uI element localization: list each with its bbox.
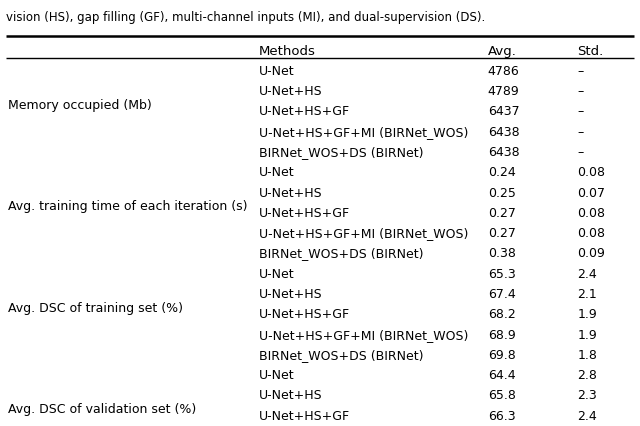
Text: U-Net+HS: U-Net+HS <box>259 186 323 199</box>
Text: U-Net: U-Net <box>259 65 295 78</box>
Text: BIRNet_WOS+DS (BIRNet): BIRNet_WOS+DS (BIRNet) <box>259 247 424 260</box>
Text: Avg. DSC of training set (%): Avg. DSC of training set (%) <box>8 301 182 314</box>
Text: 4786: 4786 <box>488 65 520 78</box>
Text: –: – <box>577 105 584 118</box>
Text: 1.9: 1.9 <box>577 328 597 341</box>
Text: 0.07: 0.07 <box>577 186 605 199</box>
Text: BIRNet_WOS+DS (BIRNet): BIRNet_WOS+DS (BIRNet) <box>259 146 424 158</box>
Text: U-Net+HS+GF: U-Net+HS+GF <box>259 105 350 118</box>
Text: BIRNet_WOS+DS (BIRNet): BIRNet_WOS+DS (BIRNet) <box>259 348 424 361</box>
Text: 0.38: 0.38 <box>488 247 516 260</box>
Text: U-Net+HS+GF+MI (BIRNet_WOS): U-Net+HS+GF+MI (BIRNet_WOS) <box>259 125 468 138</box>
Text: 0.08: 0.08 <box>577 166 605 179</box>
Text: U-Net: U-Net <box>259 267 295 280</box>
Text: vision (HS), gap filling (GF), multi-channel inputs (MI), and dual-supervision (: vision (HS), gap filling (GF), multi-cha… <box>6 11 486 23</box>
Text: 2.8: 2.8 <box>577 368 597 381</box>
Text: 69.8: 69.8 <box>488 348 515 361</box>
Text: 6438: 6438 <box>488 125 519 138</box>
Text: 67.4: 67.4 <box>488 287 515 300</box>
Text: 2.4: 2.4 <box>577 409 597 422</box>
Text: Avg. training time of each iteration (s): Avg. training time of each iteration (s) <box>8 200 247 213</box>
Text: Methods: Methods <box>259 45 316 58</box>
Text: U-Net+HS+GF+MI (BIRNet_WOS): U-Net+HS+GF+MI (BIRNet_WOS) <box>259 328 468 341</box>
Text: U-Net+HS+GF: U-Net+HS+GF <box>259 308 350 320</box>
Text: 64.4: 64.4 <box>488 368 515 381</box>
Text: 0.25: 0.25 <box>488 186 516 199</box>
Text: U-Net+HS+GF: U-Net+HS+GF <box>259 409 350 422</box>
Text: –: – <box>577 85 584 98</box>
Text: U-Net: U-Net <box>259 166 295 179</box>
Text: 2.4: 2.4 <box>577 267 597 280</box>
Text: 68.9: 68.9 <box>488 328 515 341</box>
Text: –: – <box>577 146 584 158</box>
Text: 1.8: 1.8 <box>577 348 597 361</box>
Text: 1.9: 1.9 <box>577 308 597 320</box>
Text: U-Net+HS: U-Net+HS <box>259 287 323 300</box>
Text: Std.: Std. <box>577 45 604 58</box>
Text: 0.24: 0.24 <box>488 166 515 179</box>
Text: –: – <box>577 125 584 138</box>
Text: Memory occupied (Mb): Memory occupied (Mb) <box>8 99 152 112</box>
Text: –: – <box>577 65 584 78</box>
Text: 66.3: 66.3 <box>488 409 515 422</box>
Text: 0.27: 0.27 <box>488 206 516 219</box>
Text: 0.09: 0.09 <box>577 247 605 260</box>
Text: 65.8: 65.8 <box>488 389 516 401</box>
Text: 2.1: 2.1 <box>577 287 597 300</box>
Text: U-Net: U-Net <box>259 368 295 381</box>
Text: Avg.: Avg. <box>488 45 516 58</box>
Text: U-Net+HS: U-Net+HS <box>259 389 323 401</box>
Text: 0.08: 0.08 <box>577 227 605 239</box>
Text: Avg. DSC of validation set (%): Avg. DSC of validation set (%) <box>8 402 196 415</box>
Text: U-Net+HS+GF: U-Net+HS+GF <box>259 206 350 219</box>
Text: U-Net+HS: U-Net+HS <box>259 85 323 98</box>
Text: 2.3: 2.3 <box>577 389 597 401</box>
Text: 6438: 6438 <box>488 146 519 158</box>
Text: 65.3: 65.3 <box>488 267 515 280</box>
Text: 0.27: 0.27 <box>488 227 516 239</box>
Text: U-Net+HS+GF+MI (BIRNet_WOS): U-Net+HS+GF+MI (BIRNet_WOS) <box>259 227 468 239</box>
Text: 6437: 6437 <box>488 105 519 118</box>
Text: 68.2: 68.2 <box>488 308 515 320</box>
Text: 0.08: 0.08 <box>577 206 605 219</box>
Text: 4789: 4789 <box>488 85 520 98</box>
